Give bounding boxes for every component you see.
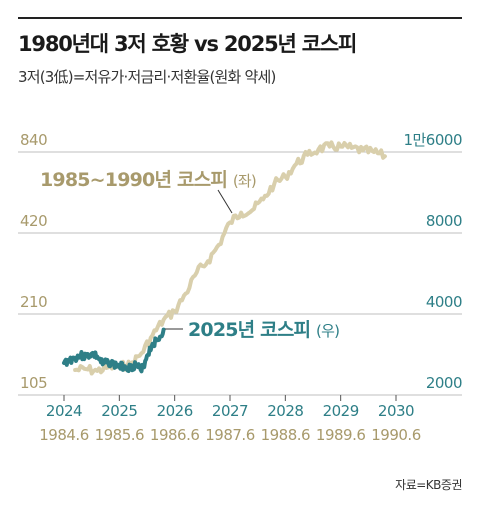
x-tick-label-bottom: 1987.6	[205, 426, 255, 444]
left-tick-label: 420	[20, 212, 47, 230]
tick-labels: 840 1만6000 420 8000 210 4000 105 2000 2024 1984.6…	[20, 131, 463, 444]
source-note: 자료=KB증권	[395, 478, 462, 492]
x-tick-label-bottom: 1985.6	[95, 426, 145, 444]
x-tick-label-top: 2024	[46, 402, 82, 420]
right-tick-label: 1만6000	[403, 131, 462, 149]
series-lines	[62, 140, 387, 376]
series-line-2025	[62, 327, 166, 374]
annotations: 1985~1990년 코스피 (좌) 2025년 코스피 (우)	[40, 169, 340, 341]
x-tick-label-bottom: 1989.6	[316, 426, 366, 444]
x-tick-label-bottom: 1988.6	[261, 426, 311, 444]
series-label-1980s: 1985~1990년 코스피 (좌)	[40, 169, 256, 191]
x-tick-label-top: 2026	[157, 402, 193, 420]
x-tick-label-top: 2025	[101, 402, 137, 420]
x-tick-label-bottom: 1986.6	[150, 426, 200, 444]
series-label-2025: 2025년 코스피 (우)	[188, 319, 339, 341]
x-tick-label-top: 2029	[323, 402, 359, 420]
left-tick-label: 105	[20, 374, 47, 392]
x-tick-label-bottom: 1984.6	[39, 426, 89, 444]
right-tick-label: 8000	[426, 212, 462, 230]
label-leader-1980s	[217, 189, 233, 214]
top-rule	[18, 17, 462, 19]
chart-subtitle: 3저(3低)=저유가·저금리·저환율(원화 약세)	[18, 68, 276, 86]
x-tick-label-top: 2028	[267, 402, 303, 420]
chart-title: 1980년대 3저 호황 vs 2025년 코스피	[18, 32, 357, 56]
left-tick-label: 210	[20, 293, 47, 311]
left-tick-label: 840	[20, 131, 47, 149]
right-tick-label: 2000	[426, 374, 462, 392]
x-tick-label-bottom: 1990.6	[371, 426, 421, 444]
right-tick-label: 4000	[426, 293, 462, 311]
x-tick-label-top: 2030	[378, 402, 414, 420]
gridlines	[18, 151, 462, 401]
x-tick-label-top: 2027	[212, 402, 248, 420]
